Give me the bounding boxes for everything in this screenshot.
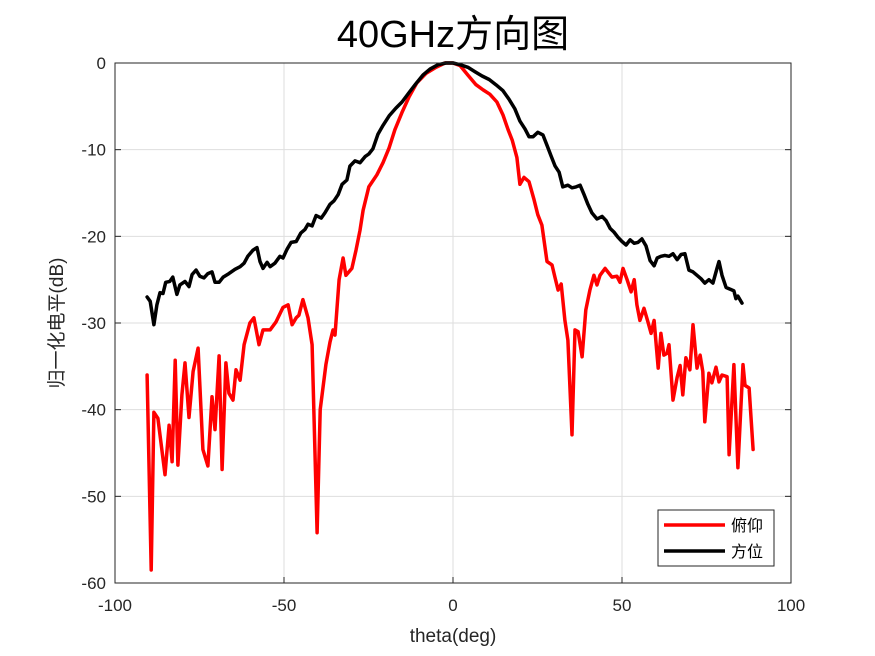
legend[interactable]: 俯仰 方位 [657, 509, 775, 567]
axis-ticks [114, 62, 792, 584]
y-tick-label: -10 [81, 141, 106, 160]
legend-box [657, 509, 775, 567]
y-tick-label: -40 [81, 401, 106, 420]
legend-label-elevation: 俯仰 [731, 516, 763, 535]
legend-label-azimuth: 方位 [731, 542, 763, 561]
x-axis-label: theta(deg) [410, 626, 497, 647]
x-tick-label: 0 [448, 596, 457, 615]
y-tick-label: 0 [97, 54, 106, 73]
y-tick-label: -20 [81, 227, 106, 246]
legend-item-azimuth[interactable]: 方位 [664, 542, 763, 561]
legend-item-elevation[interactable]: 俯仰 [664, 516, 763, 535]
y-tick-label: -60 [81, 574, 106, 593]
chart-title: 40GHz方向图 [337, 14, 569, 56]
x-tick-label: -50 [272, 596, 297, 615]
y-axis-label: 归一化电平(dB) [46, 258, 68, 389]
y-tick-labels: 0 -10 -20 -30 -40 -50 -60 [81, 54, 106, 593]
x-tick-labels: -100 -50 0 50 100 [98, 596, 805, 615]
y-tick-label: -30 [81, 314, 106, 333]
series-elevation-line [145, 61, 755, 572]
x-tick-label: 100 [777, 596, 805, 615]
x-tick-label: 50 [613, 596, 632, 615]
y-tick-label: -50 [81, 487, 106, 506]
x-tick-label: -100 [98, 596, 132, 615]
